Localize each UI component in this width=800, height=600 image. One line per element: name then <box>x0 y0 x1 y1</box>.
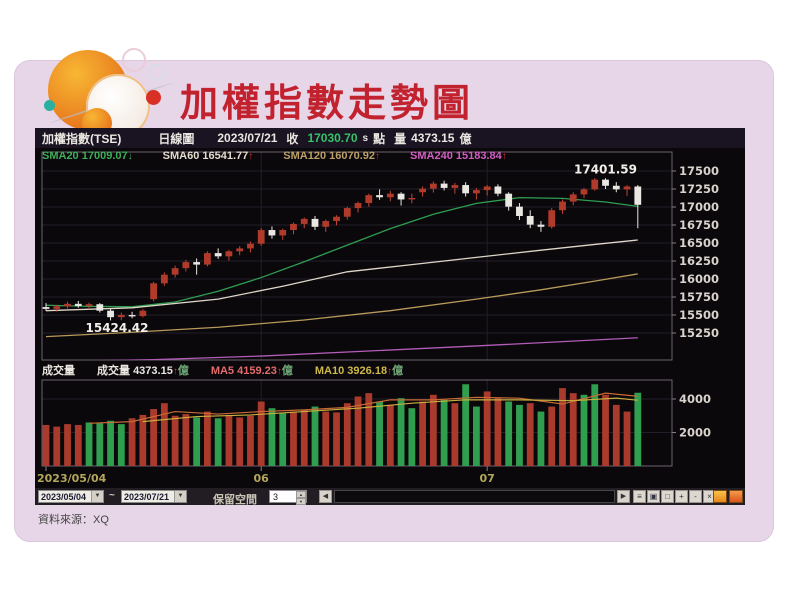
symbol-label: 加權指數(TSE) <box>42 131 122 146</box>
close-tool-button[interactable]: × <box>703 490 716 503</box>
svg-text:15750: 15750 <box>679 290 719 304</box>
svg-text:16750: 16750 <box>679 218 719 232</box>
chart-window: 加權指數(TSE) 日線圖 2023/07/21 收 17030.70 s 點 … <box>35 128 745 506</box>
alert-button[interactable] <box>729 490 743 503</box>
logo-outline-circle <box>122 48 146 72</box>
reserve-space-spinner[interactable]: 3 ▲ ▼ <box>269 490 307 505</box>
region-tool-button[interactable]: □ <box>661 490 674 503</box>
svg-text:15250: 15250 <box>679 326 719 340</box>
date-from-value: 2023/05/04 <box>41 491 87 502</box>
svg-text:17000: 17000 <box>679 200 719 214</box>
svg-text:06: 06 <box>254 472 270 485</box>
chevron-down-icon[interactable]: ▼ <box>174 491 186 502</box>
zoom-in-button[interactable]: + <box>675 490 688 503</box>
date-to-select[interactable]: 2023/07/21 ▼ <box>121 490 187 503</box>
sma20-label: SMA20 17009.07↓ <box>42 150 133 162</box>
scrollbar-track[interactable] <box>334 490 615 503</box>
crosshair-tool-button[interactable]: ▣ <box>647 490 660 503</box>
svg-text:4000: 4000 <box>679 392 711 406</box>
cursor-tool-button[interactable]: ≡ <box>633 490 646 503</box>
svg-text:17401.59: 17401.59 <box>574 163 637 177</box>
sma60-label: SMA60 16541.77↑ <box>162 150 254 162</box>
svg-text:2000: 2000 <box>679 426 711 440</box>
svg-text:15500: 15500 <box>679 308 719 322</box>
volume-unit-label: 億 <box>459 131 472 146</box>
reserve-space-label: 保留空間 <box>213 494 257 506</box>
volume-value-label: 成交量 4373.15↑億 <box>97 365 189 377</box>
date-label: 2023/07/21 <box>217 131 278 145</box>
svg-text:07: 07 <box>480 472 495 485</box>
close-value: 17030.70 <box>307 131 358 145</box>
svg-text:2023/05/04: 2023/05/04 <box>37 472 107 485</box>
price-volume-chart[interactable]: 17500 17250 17000 16750 16500 16250 16000 15750… <box>35 148 745 488</box>
point-label: 點 <box>373 131 386 146</box>
sma120-label: SMA120 16070.92↑ <box>283 150 381 162</box>
volume-ma5-label: MA5 4159.23↑億 <box>210 365 293 377</box>
volume-label: 量 <box>394 131 407 146</box>
chart-toolbar: 2023/05/04 ▼ ~ 2023/07/21 ▼ 保留空間 3 ▲ ▼ ◀… <box>35 488 745 506</box>
sma240-label: SMA240 15183.84↑ <box>410 150 507 162</box>
svg-text:15424.42: 15424.42 <box>86 321 149 335</box>
scroll-left-button[interactable]: ◀ <box>319 490 332 503</box>
close-label: 收 <box>286 131 299 146</box>
svg-text:17500: 17500 <box>679 164 719 178</box>
scroll-right-button[interactable]: ▶ <box>617 490 630 503</box>
date-to-value: 2023/07/21 <box>124 491 170 502</box>
spinner-up-button[interactable]: ▲ <box>296 491 306 498</box>
date-range-tilde: ~ <box>109 490 115 501</box>
volume-pane-label: 成交量 <box>42 365 75 377</box>
logo-red-dot <box>146 90 161 105</box>
volume-ma10-label: MA10 3926.18↑億 <box>314 365 404 377</box>
svg-text:16500: 16500 <box>679 236 719 250</box>
logo-teal-dot <box>44 100 55 111</box>
spinner-down-button[interactable]: ▼ <box>296 498 306 505</box>
period-label[interactable]: 日線圖 <box>158 131 195 146</box>
date-from-select[interactable]: 2023/05/04 ▼ <box>38 490 104 503</box>
zoom-out-button[interactable]: - <box>689 490 702 503</box>
volume-legend-row: 成交量 成交量 4373.15↑億 MA5 4159.23↑億 MA10 392… <box>42 362 403 378</box>
spinner-value[interactable]: 3 <box>273 491 279 502</box>
volume-value: 4373.15 <box>411 131 455 145</box>
svg-text:16250: 16250 <box>679 254 719 268</box>
svg-text:17250: 17250 <box>679 182 719 196</box>
logo-outline-circle-2 <box>148 64 165 81</box>
page-title: 加權指數走勢圖 <box>180 83 475 125</box>
chart-header: 加權指數(TSE) 日線圖 2023/07/21 收 17030.70 s 點 … <box>35 128 745 148</box>
layout-button[interactable] <box>713 490 727 503</box>
sma-legend-row: SMA20 17009.07↓ SMA60 16541.77↑ SMA120 1… <box>42 150 507 162</box>
session-flag: s <box>362 132 369 144</box>
source-note: 資料來源：XQ <box>38 514 109 526</box>
svg-text:16000: 16000 <box>679 272 719 286</box>
chevron-down-icon[interactable]: ▼ <box>91 491 103 502</box>
